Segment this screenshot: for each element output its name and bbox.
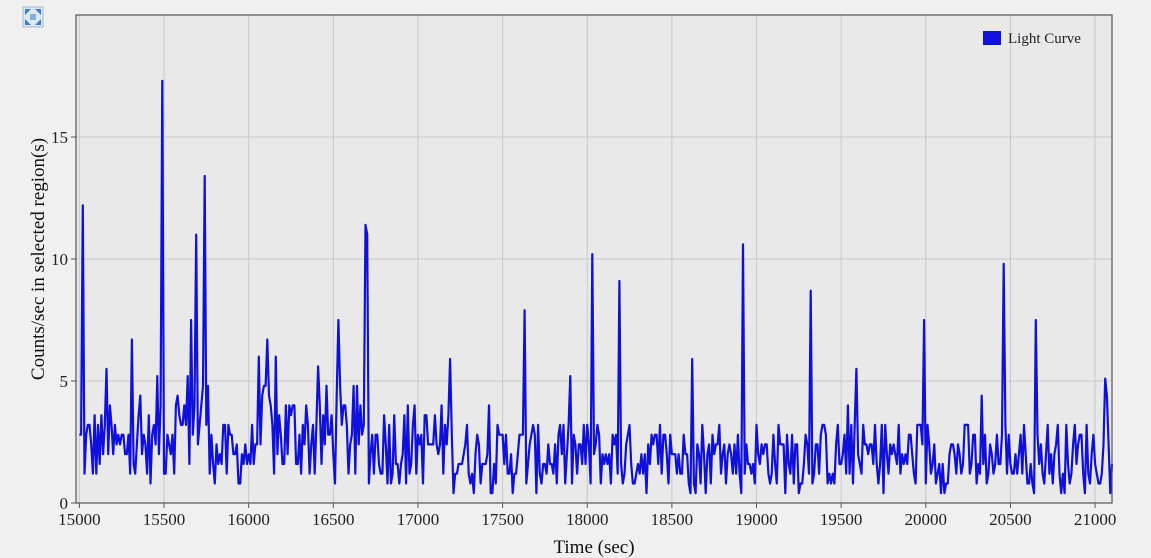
y-axis-title: Counts/sec in selected region(s)	[28, 138, 49, 380]
y-tick-label: 5	[60, 372, 69, 391]
x-tick-label: 20500	[989, 510, 1032, 529]
x-tick-label: 17000	[397, 510, 440, 529]
x-tick-label: 16500	[312, 510, 355, 529]
x-tick-label: 15500	[143, 510, 186, 529]
series-light-curve	[79, 79, 1114, 495]
fullscreen-icon[interactable]	[22, 6, 44, 28]
x-tick-label: 18000	[566, 510, 609, 529]
x-tick-label: 21000	[1074, 510, 1117, 529]
x-axis-ticks: 15000 15500 16000 16500 17000 17500 18000 18500…	[58, 503, 1116, 529]
x-tick-label: 20000	[905, 510, 948, 529]
x-axis-title: Time (sec)	[553, 537, 634, 558]
x-tick-label: 19000	[735, 510, 778, 529]
x-tick-label: 19500	[820, 510, 863, 529]
legend-swatch	[983, 31, 1001, 45]
x-tick-label: 17500	[481, 510, 524, 529]
series-line	[79, 79, 1114, 495]
x-tick-label: 16000	[227, 510, 270, 529]
x-tick-label: 15000	[58, 510, 101, 529]
legend-label: Light Curve	[1008, 31, 1081, 47]
legend[interactable]: Light Curve	[983, 31, 1081, 47]
y-tick-label: 10	[51, 250, 68, 269]
y-axis-ticks: 0 5 10 15	[51, 128, 76, 513]
y-tick-label: 0	[60, 494, 69, 513]
y-tick-label: 15	[51, 128, 68, 147]
grid	[76, 15, 1112, 504]
x-tick-label: 18500	[651, 510, 694, 529]
